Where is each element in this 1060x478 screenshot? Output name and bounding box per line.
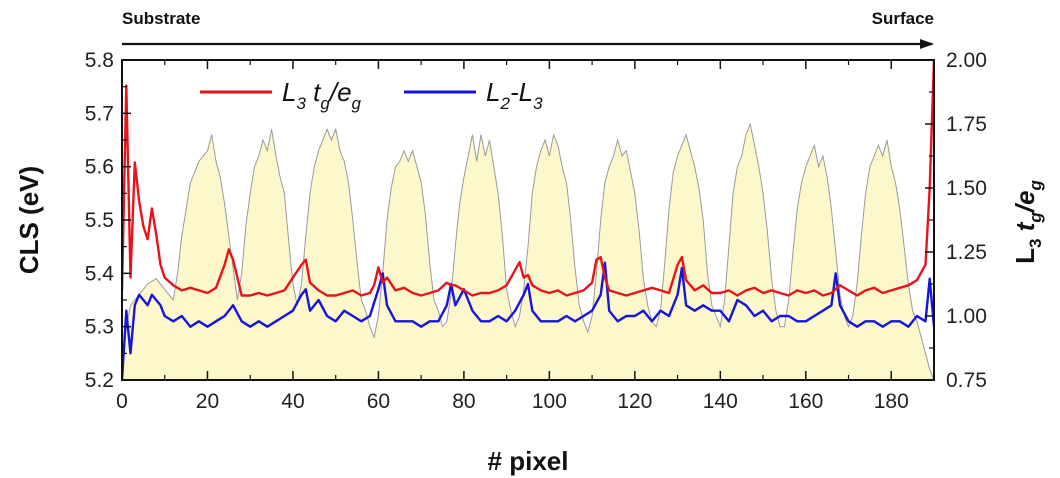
series-line-l2-l3 <box>122 261 934 380</box>
legend-red-sub: 3 <box>296 94 306 113</box>
series-line-l3-tg-eg <box>122 60 934 297</box>
tick-marks: 0 20 40 60 80 100 120 140 160 180 5.2 5.3 5.4 5.5 5.6 5… <box>85 49 987 413</box>
x-tick-label: 40 <box>281 390 304 413</box>
x-tick-label: 60 <box>367 390 390 413</box>
y2-title-sub: g <box>1026 180 1045 192</box>
y-tick-label: 5.3 <box>85 316 114 339</box>
legend-blue-part: L <box>486 77 500 107</box>
y2-title-sub: 3 <box>1026 239 1045 248</box>
y2-tick-label: 1.00 <box>946 305 987 328</box>
y2-tick-label: 1.50 <box>946 177 987 200</box>
x-axis-title: # pixel <box>488 446 569 476</box>
y-axis-title: CLS (eV) <box>14 166 44 274</box>
legend-red-part: t <box>306 77 322 107</box>
x-tick-label: 120 <box>617 390 652 413</box>
y-tick-label: 5.6 <box>85 156 114 179</box>
x-tick-label: 140 <box>703 390 738 413</box>
legend-red-sub: g <box>320 94 330 113</box>
y2-tick-label: 2.00 <box>946 49 987 72</box>
y2-title-sub: g <box>1026 212 1045 224</box>
y-tick-label: 5.2 <box>85 369 114 392</box>
y2-title-part: t <box>1010 221 1040 238</box>
legend-label-red: L3 tg/eg <box>282 77 362 113</box>
x-tick-label: 20 <box>196 390 219 413</box>
legend-blue-part: -L <box>510 77 533 107</box>
x-tick-label: 100 <box>532 390 567 413</box>
legend-red-part: /e <box>328 77 352 107</box>
plot-area <box>122 60 934 380</box>
legend-blue-sub: 2 <box>499 94 510 113</box>
x-tick-label: 160 <box>788 390 823 413</box>
x-tick-label: 80 <box>452 390 475 413</box>
legend-blue-sub: 3 <box>533 94 543 113</box>
y2-axis-title: L3 tg/eg <box>1010 180 1045 264</box>
legend-label-blue: L2-L3 <box>486 77 543 113</box>
banner-surface-label: Surface <box>872 9 934 28</box>
y-tick-label: 5.7 <box>85 102 114 125</box>
legend-red-part: L <box>282 77 296 107</box>
y2-title-part: L <box>1010 248 1040 264</box>
y2-tick-label: 0.75 <box>946 369 987 392</box>
x-tick-label: 0 <box>116 390 128 413</box>
y2-tick-label: 1.25 <box>946 241 987 264</box>
intensity-area-outline <box>122 122 934 380</box>
y2-tick-label: 1.75 <box>946 113 987 136</box>
legend-red-sub: g <box>352 94 362 113</box>
y-tick-label: 5.8 <box>85 49 114 72</box>
legend: L3 tg/eg L2-L3 <box>200 77 543 113</box>
x-tick-label: 180 <box>874 390 909 413</box>
y2-title-part: /e <box>1010 191 1040 214</box>
banner-substrate-label: Substrate <box>122 9 200 28</box>
y-tick-label: 5.4 <box>85 262 115 285</box>
y-tick-label: 5.5 <box>85 209 114 232</box>
